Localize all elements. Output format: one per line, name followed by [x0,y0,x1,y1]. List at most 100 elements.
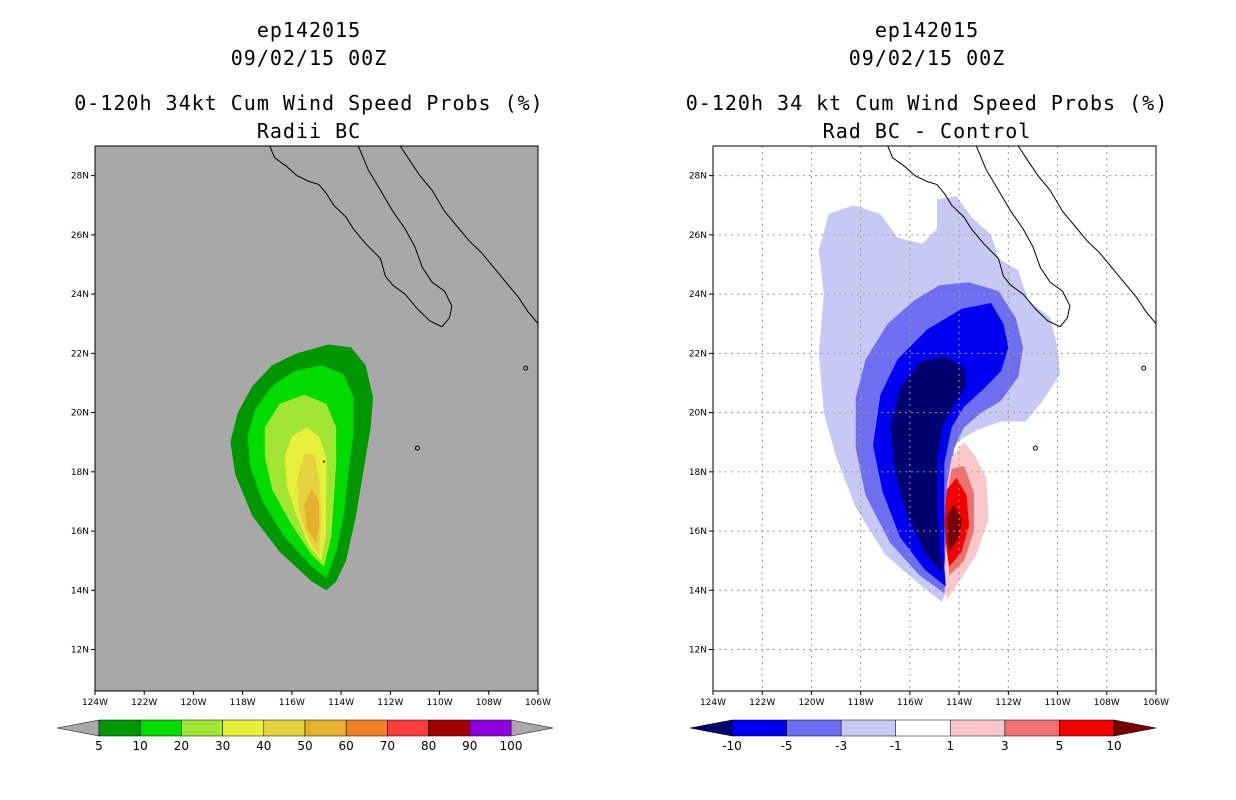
x-tick-label: 118W [848,698,874,708]
colorbar-label: 60 [339,739,354,753]
colorbar-label: 3 [1001,739,1009,753]
colorbar-label: 80 [421,739,436,753]
x-tick-label: 110W [1045,698,1071,708]
colorbar-swatch [895,719,951,737]
colorbar-swatch [731,719,787,737]
colorbar-label: 100 [500,739,523,753]
right-chart-figure: 124W 122W 120W 118W 116W 114W 112W 110W 108W 106W… [689,145,1169,753]
plot-area [230,146,538,591]
coastline-mainland [399,146,538,325]
colorbar-swatch [1059,719,1115,737]
y-tick-label: 16N [689,527,707,537]
x-tick-label: 114W [328,698,354,708]
plot-frame [94,145,539,692]
colorbar-label: -3 [835,739,847,753]
y-tick-label: 20N [71,409,89,419]
chart-product-title: 0-120h 34 kt Cum Wind Speed Probs (%) [685,91,1169,115]
colorbar-extend-high [1113,719,1157,737]
colorbar-extend-low [56,719,100,737]
y-tick-label: 14N [71,586,89,596]
colorbar-swatch [304,719,347,737]
chart-variant-title: Rad BC - Control [822,119,1032,143]
y-tick-label: 12N [71,646,89,656]
colorbar-swatch [181,719,223,737]
contour-fill-50 [304,489,319,543]
coastline-mainland [1017,146,1156,325]
x-tick-label: 106W [1143,698,1169,708]
x-tick-label: 110W [427,698,453,708]
x-tick-label: 122W [749,698,775,708]
colorbar-swatch [222,719,265,737]
x-tick-label: 120W [798,698,824,708]
right-chart-panel: ep142015 09/02/15 00Z 0-120h 34 kt Cum W… [618,0,1236,800]
island-socorro [1032,445,1038,451]
x-tick-label: 124W [700,698,726,708]
colorbar-swatch [469,719,512,737]
coastline-baja [269,146,453,328]
chart-variant-title: Radii BC [256,119,362,143]
y-tick-label: 18N [689,468,707,478]
colorbar-swatch [428,719,471,737]
colorbar-label: -5 [781,739,793,753]
chart-datetime: 09/02/15 00Z [230,46,388,70]
colorbar-extend-high [510,719,554,737]
colorbar-label: 5 [95,739,103,753]
colorbar-swatch [345,719,388,737]
x-tick-label: 108W [1094,698,1120,708]
coastline-baja [887,146,1071,328]
colorbar-label: 20 [174,739,189,753]
colorbar-swatch [387,719,429,737]
colorbar-label: 1 [946,739,954,753]
y-tick-label: 28N [689,172,707,182]
y-tick-label: 26N [689,231,707,241]
island-tres-marias [1141,365,1147,371]
chart-datetime: 09/02/15 00Z [848,46,1006,70]
x-tick-label: 118W [230,698,256,708]
x-tick-label: 106W [525,698,551,708]
chart-product-title: 0-120h 34kt Cum Wind Speed Probs (%) [74,91,544,115]
island-clarion [940,460,943,463]
y-tick-label: 20N [689,409,707,419]
left-chart-panel: ep142015 09/02/15 00Z 0-120h 34kt Cum Wi… [56,18,554,753]
colorbar-swatch [840,719,896,737]
colorbar-label: 70 [380,739,395,753]
colorbar-swatch [263,719,306,737]
contour-fill--5 [873,303,1009,588]
colorbar-swatch [786,719,842,737]
contour-fill--10 [890,356,967,573]
x-tick-label: 120W [180,698,206,708]
y-tick-label: 26N [71,231,89,241]
y-tick-label: 18N [71,468,89,478]
x-tick-label: 122W [131,698,157,708]
y-tick-label: 12N [689,646,707,656]
x-tick-label: 116W [279,698,305,708]
y-tick-label: 24N [71,290,89,300]
chart-title: ep142015 [874,18,980,42]
y-tick-label: 28N [71,172,89,182]
y-tick-label: 24N [689,290,707,300]
colorbar-label: -10 [722,739,742,753]
y-tick-label: 16N [71,527,89,537]
island-tres-marias [523,365,529,371]
chart-title: ep142015 [256,18,362,42]
y-tick-label: 22N [71,349,89,359]
plot-frame [712,145,1157,692]
colorbar-label: 10 [133,739,148,753]
y-tick-label: 22N [689,349,707,359]
island-clarion [322,460,325,463]
colorbar-label: 10 [1106,739,1121,753]
colorbar-swatch [950,719,1006,737]
plot-area [713,146,1156,691]
y-tick-label: 14N [689,586,707,596]
colorbar-label: 40 [256,739,271,753]
x-tick-label: 112W [377,698,403,708]
x-tick-label: 124W [82,698,108,708]
x-tick-label: 114W [946,698,972,708]
colorbar-label: -1 [890,739,902,753]
x-tick-label: 116W [897,698,923,708]
colorbar-label: 50 [297,739,312,753]
colorbar-swatch [139,719,182,737]
left-chart-figure: 124W 122W 120W 118W 116W 114W 112W 110W 108W 106W… [56,145,554,753]
contour-fill-10 [946,504,962,552]
colorbar-swatch [98,719,141,737]
